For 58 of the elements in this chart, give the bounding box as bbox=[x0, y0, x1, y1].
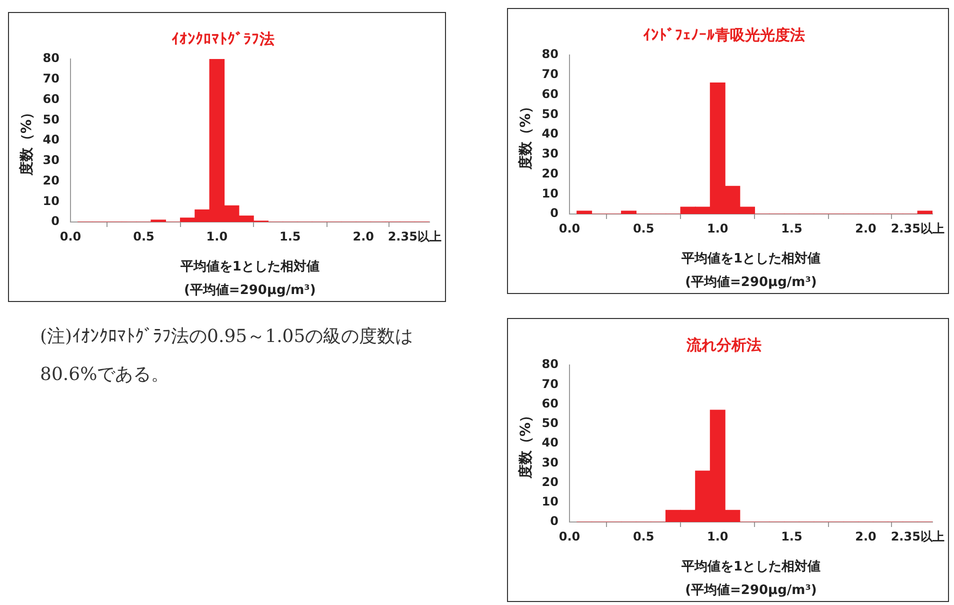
y-tick-label: 10 bbox=[542, 186, 558, 200]
y-tick-label: 30 bbox=[542, 455, 558, 470]
x-tick-label: 0.0 bbox=[558, 221, 580, 236]
y-tick-label: 70 bbox=[542, 67, 558, 81]
y-tick-label: 40 bbox=[42, 132, 60, 147]
x-tick-label: 2.0 bbox=[855, 221, 876, 236]
x-tick-label: 2.0 bbox=[855, 529, 876, 544]
y-tick-label: 30 bbox=[42, 153, 60, 167]
y-tick-label: 60 bbox=[542, 396, 558, 410]
y-tick-label: 30 bbox=[542, 146, 558, 160]
x-tick-label: 1.5 bbox=[280, 229, 301, 244]
y-tick-label: 60 bbox=[42, 92, 60, 106]
y-tick-label: 50 bbox=[542, 416, 558, 430]
x-tick-label: 2.35以上 bbox=[890, 529, 944, 544]
y-tick-label: 80 bbox=[542, 47, 558, 62]
y-tick-label: 10 bbox=[542, 494, 558, 508]
y-tick-label: 20 bbox=[542, 166, 558, 180]
text: (平均値=290μg/m³) bbox=[184, 282, 316, 298]
x-axis-title: 平均値を1とした相対値 bbox=[680, 250, 820, 267]
x-tick-label: 0.0 bbox=[558, 529, 580, 544]
x-tick-label: 2.35以上 bbox=[388, 229, 442, 244]
chart-title: ｲﾝﾄﾞﾌｪﾉｰﾙ青吸光光度法 bbox=[643, 26, 805, 44]
x-tick-label: 0.5 bbox=[632, 221, 654, 236]
y-tick-label: 50 bbox=[542, 106, 558, 121]
x-tick-label: 2.35以上 bbox=[890, 221, 944, 236]
chart-title: ｲｵﾝｸﾛﾏﾄｸﾞﾗﾌ法 bbox=[172, 30, 274, 48]
y-tick-label: 80 bbox=[542, 357, 558, 372]
x-tick-label: 1.0 bbox=[206, 229, 228, 244]
y-tick-label: 80 bbox=[42, 51, 60, 66]
y-tick-label: 60 bbox=[542, 86, 558, 101]
y-tick-label: 40 bbox=[542, 436, 558, 450]
y-tick-label: 20 bbox=[542, 474, 558, 489]
y-axis-title: 度数（%） bbox=[517, 99, 534, 171]
x-tick-label: 1.0 bbox=[707, 221, 728, 236]
y-tick-label: 70 bbox=[542, 376, 558, 391]
y-tick-label: 0 bbox=[550, 514, 558, 528]
x-axis-title: 平均値を1とした相対値 bbox=[680, 558, 820, 575]
y-tick-label: 0 bbox=[550, 206, 558, 220]
y-axis-title: 度数（%） bbox=[517, 408, 534, 480]
x-tick-label: 2.0 bbox=[352, 229, 374, 244]
x-tick-label: 0.5 bbox=[133, 229, 154, 244]
y-tick-label: 10 bbox=[42, 194, 60, 208]
y-tick-label: 40 bbox=[542, 126, 558, 141]
text: (平均値=290μg/m³) bbox=[685, 582, 817, 598]
y-tick-label: 20 bbox=[42, 173, 60, 188]
x-tick-label: 1.0 bbox=[707, 529, 728, 544]
text: (注)ｲｵﾝｸﾛﾏﾄｸﾞﾗﾌ法の0.95～1.05の級の度数は80.6%である。 bbox=[40, 325, 414, 387]
x-axis-title: 平均値を1とした相対値 bbox=[179, 258, 320, 275]
y-axis-title: 度数（%） bbox=[18, 105, 36, 177]
text: (平均値=290μg/m³) bbox=[685, 274, 817, 290]
x-tick-label: 1.5 bbox=[781, 529, 802, 544]
chart-title: 流れ分析法 bbox=[686, 336, 762, 354]
y-tick-label: 70 bbox=[42, 72, 60, 86]
x-tick-label: 1.5 bbox=[781, 221, 802, 236]
y-tick-label: 50 bbox=[42, 112, 60, 126]
y-tick-label: 0 bbox=[51, 214, 60, 228]
x-tick-label: 0.0 bbox=[60, 229, 82, 244]
x-tick-label: 0.5 bbox=[632, 529, 654, 544]
